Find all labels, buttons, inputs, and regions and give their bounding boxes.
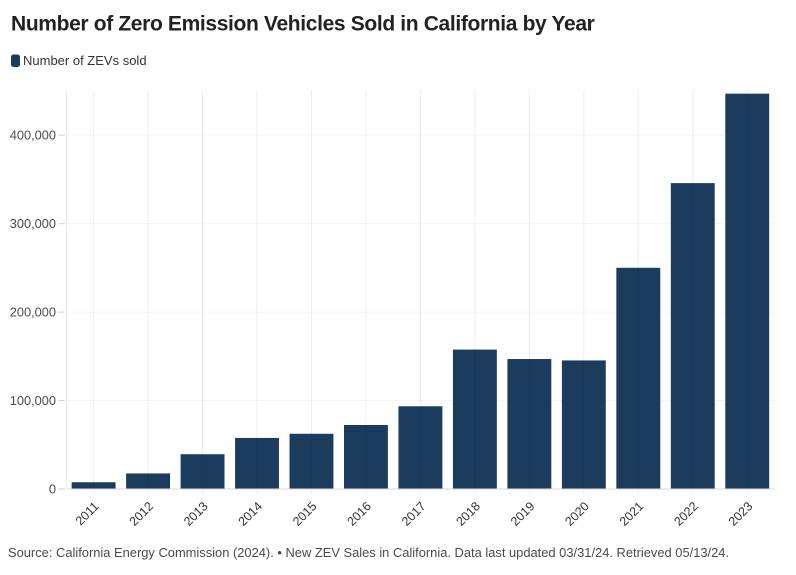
svg-text:200,000: 200,000 — [10, 305, 56, 320]
svg-text:2020: 2020 — [562, 499, 592, 529]
svg-text:2017: 2017 — [399, 499, 429, 529]
svg-text:Number of ZEVs sold: Number of ZEVs sold — [23, 53, 147, 68]
svg-text:2013: 2013 — [181, 499, 211, 529]
svg-text:2019: 2019 — [508, 499, 538, 529]
svg-text:2016: 2016 — [345, 499, 375, 529]
svg-text:2014: 2014 — [236, 499, 266, 529]
svg-text:Source: California Energy Comm: Source: California Energy Commission (20… — [8, 545, 729, 560]
svg-text:2015: 2015 — [290, 499, 320, 529]
svg-text:2011: 2011 — [73, 499, 102, 528]
svg-text:0: 0 — [49, 482, 56, 497]
svg-text:Number of Zero Emission Vehicl: Number of Zero Emission Vehicles Sold in… — [11, 13, 595, 36]
svg-text:100,000: 100,000 — [10, 393, 56, 408]
svg-text:2021: 2021 — [617, 499, 647, 529]
svg-text:300,000: 300,000 — [10, 216, 56, 231]
svg-text:400,000: 400,000 — [10, 128, 56, 143]
svg-text:2018: 2018 — [453, 499, 483, 529]
svg-text:2023: 2023 — [726, 499, 756, 529]
svg-text:2012: 2012 — [127, 499, 157, 529]
svg-text:2022: 2022 — [671, 499, 701, 529]
